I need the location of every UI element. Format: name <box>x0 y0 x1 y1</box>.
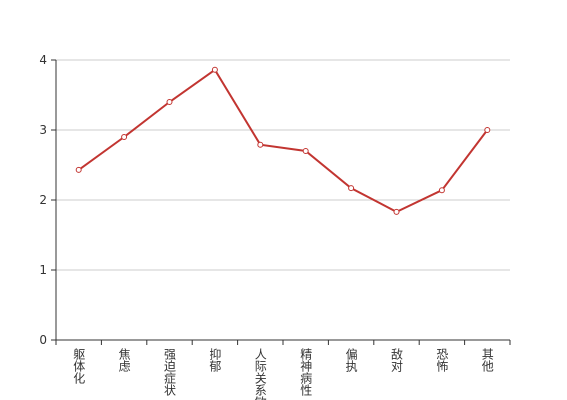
data-point <box>121 134 128 140</box>
x-tick-label: 偏执 <box>344 347 358 373</box>
data-point <box>211 66 218 73</box>
x-tick-label: 躯体化 <box>72 347 86 385</box>
x-tick-label: 强迫症状 <box>163 348 177 396</box>
data-point <box>257 141 264 148</box>
y-tick-label: 0 <box>39 333 47 347</box>
data-point <box>166 99 173 105</box>
x-tick-label: 人际关系敏感 <box>253 348 267 400</box>
y-tick-label: 3 <box>39 123 47 137</box>
x-tick-label: 焦虑 <box>117 348 131 372</box>
data-point <box>438 187 445 194</box>
x-tick-label: 精神病性 <box>299 348 313 397</box>
x-tick-label: 其他 <box>480 348 494 372</box>
y-tick-label: 1 <box>39 263 47 277</box>
data-point <box>348 185 355 192</box>
y-tick-label: 2 <box>39 193 47 207</box>
x-tick-label: 敌对 <box>390 347 404 372</box>
data-point <box>393 208 400 215</box>
data-line <box>78 68 489 214</box>
data-point <box>484 127 491 133</box>
x-tick-label: 抑郁 <box>208 347 222 373</box>
x-tick-label: 恐怖 <box>435 348 449 372</box>
y-tick-label: 4 <box>39 53 47 67</box>
data-point <box>302 148 309 154</box>
data-point <box>75 166 82 173</box>
